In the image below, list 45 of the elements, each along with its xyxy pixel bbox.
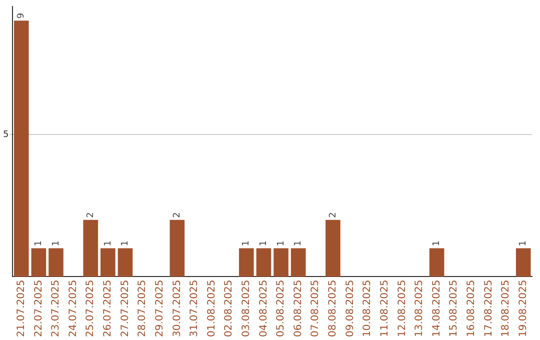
data-label: 1	[34, 240, 44, 246]
x-tick-label: 12.08.2025	[396, 280, 408, 338]
x-tick-label: 04.08.2025	[258, 280, 270, 338]
x-tick-label: 03.08.2025	[240, 280, 252, 338]
y-tick-label: 5	[2, 130, 9, 140]
data-label: 2	[172, 212, 183, 218]
x-tick-label: 07.08.2025	[310, 280, 322, 338]
data-label: 1	[276, 240, 286, 246]
x-tick-label: 11.08.2025	[379, 280, 390, 338]
data-label: 1	[51, 240, 62, 246]
x-tick-label: 16.08.2025	[466, 280, 478, 338]
data-label: 1	[259, 240, 270, 246]
x-tick-label: 21.07.2025	[16, 280, 27, 338]
x-tick-label: 05.08.2025	[276, 280, 287, 338]
x-tick-label: 27.07.2025	[120, 280, 131, 338]
data-label: 1	[103, 240, 114, 246]
x-tick-label: 13.08.2025	[414, 280, 426, 338]
x-tick-label: 24.07.2025	[68, 280, 79, 338]
x-tick-label: 30.07.2025	[172, 280, 183, 338]
x-tick-label: 29.07.2025	[154, 280, 166, 338]
x-tick-label: 15.08.2025	[448, 280, 460, 338]
x-tick-label: 01.08.2025	[206, 280, 218, 338]
data-label: 9	[16, 12, 27, 19]
x-tick-label: 17.08.2025	[483, 280, 494, 338]
x-tick-label: 23.07.2025	[50, 280, 62, 338]
data-label: 1	[242, 240, 252, 246]
x-tick-label: 28.07.2025	[137, 280, 148, 338]
x-tick-label: 25.07.2025	[85, 280, 96, 338]
x-tick-label: 10.08.2025	[362, 280, 374, 338]
x-tick-label: 08.08.2025	[328, 280, 339, 338]
data-label: 1	[432, 240, 442, 246]
data-label: 2	[328, 212, 338, 218]
x-tick-label: 18.08.2025	[500, 280, 512, 338]
x-tick-label: 09.08.2025	[344, 280, 356, 338]
data-label: 2	[86, 212, 96, 218]
data-label: 1	[518, 240, 529, 246]
x-tick-label: 14.08.2025	[431, 280, 442, 338]
x-tick-label: 19.08.2025	[518, 280, 529, 338]
data-label: 1	[120, 240, 131, 246]
data-label: 1	[294, 240, 304, 246]
x-tick-label: 22.07.2025	[33, 280, 44, 338]
x-tick-label: 26.07.2025	[102, 280, 114, 338]
x-tick-label: 06.08.2025	[292, 280, 304, 338]
x-tick-label: 02.08.2025	[224, 280, 235, 338]
x-tick-label: 31.07.2025	[189, 280, 200, 338]
